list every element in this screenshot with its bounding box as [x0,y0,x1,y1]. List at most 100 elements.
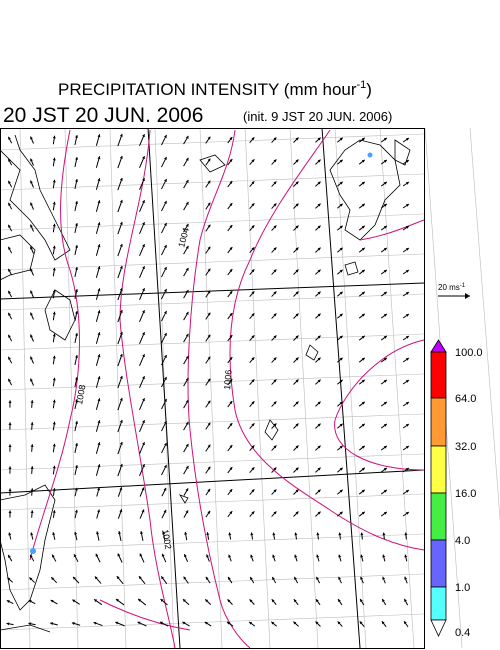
wind-arrow-head [316,554,320,558]
wind-arrow-head [315,621,319,625]
wind-arrow-head [251,247,255,251]
wind-arrow-head [405,402,409,405]
grid-line [0,293,425,311]
wind-arrow-head [207,334,211,338]
wind-arrow-head [405,490,409,493]
wind-arrow-head [294,554,298,558]
wind-arrow-head [251,181,255,185]
wind-arrow-head [251,401,255,405]
wind-arrow-head [163,376,167,380]
wind-arrow-head [8,554,11,558]
wind-arrow-head [383,203,387,207]
wind-arrow-head [163,464,167,468]
wind-arrow-head [229,181,233,185]
wind-arrow-head [206,554,209,558]
grid-line [0,573,425,591]
wind-legend-label: 20 ms-1 [438,283,466,292]
wind-arrow-head [30,312,33,316]
wind-arrow-head [30,422,34,425]
major-grid-line [0,469,425,494]
wind-arrow-head [383,159,387,163]
wind-arrow-head [251,357,255,361]
wind-arrow-head [94,599,98,603]
wind-arrow-head [293,599,297,603]
wind-arrow-head [229,467,233,471]
wind-arrow-head [163,398,167,402]
wind-arrow-head [272,576,275,580]
wind-arrow-head [361,511,365,515]
colorbar-cap [430,339,447,353]
wind-arrow-head [339,291,343,295]
wind-arrow-head [30,136,33,140]
wind-arrow-head [382,576,386,580]
wind-arrow-head [75,443,79,446]
wind-arrow-head [52,510,56,513]
wind-arrow-head [295,379,299,383]
wind-arrow-head [360,576,364,580]
wind-arrow-head [97,288,101,292]
wind-arrow-head [97,200,101,204]
wind-arrow-head [295,335,299,339]
wind-arrow-head [339,445,343,449]
wind-arrow-head [30,488,34,492]
wind-arrow-head [52,532,56,536]
wind-arrow-head [52,488,56,491]
wind-arrow-head [273,467,277,471]
wind-arrow-head [295,225,299,229]
wind-arrow-head [97,332,101,336]
wind-arrow-head [162,531,166,535]
wind-arrow-head [8,400,12,404]
wind-arrow-head [183,554,187,558]
wind-arrow-head [137,621,141,625]
wind-arrow-head [142,266,145,270]
wind-arrow-head [251,379,255,383]
wind-arrow-head [404,598,407,602]
wind-arrow-head [75,135,79,138]
wind-arrow-head [339,269,343,273]
wind-arrow-head [317,489,321,493]
wind-arrow-head [361,247,365,251]
wind-arrow-head [251,225,255,229]
wind-arrow-head [227,621,231,625]
wind-arrow-head [75,223,79,226]
wind-arrow-head [273,181,277,185]
wind-arrow-head [315,599,319,603]
colorbar-bin [430,445,447,494]
wind-arrow-head [185,157,189,161]
wind-arrow-head [30,202,33,206]
wind-arrow-head [383,269,387,273]
wind-arrow-head [339,401,343,405]
colorbar-label: 16.0 [455,488,476,500]
wind-arrow-head [185,245,189,249]
wind-arrow-head [119,221,123,225]
wind-arrow-head [30,510,34,514]
colorbar-bin [430,539,447,588]
wind-arrow-head [317,335,321,339]
wind-arrow-head [360,599,363,603]
wind-arrow-head [30,334,33,338]
wind-arrow-head [8,510,12,514]
wind-arrow-head [361,379,365,383]
wind-arrow-head [119,509,123,513]
wind-arrow-head [30,554,33,558]
wind-arrow-head [75,267,79,270]
wind-arrow-head [207,356,211,360]
wind-arrow-head [52,443,56,447]
wind-arrow-head [8,246,11,250]
wind-arrow-head [317,401,321,405]
wind-arrow-head [295,445,299,449]
wind-arrow-head [295,181,299,185]
wind-arrow-head [8,268,11,272]
grid-line [244,127,271,649]
wind-arrow-head [119,353,123,357]
wind-arrow-head [8,202,11,206]
init-time: (init. 9 JST 20 JUN. 2006) [243,109,392,124]
wind-arrow-head [294,532,298,536]
wind-arrow-head [405,380,409,383]
wind-arrow-head [273,247,277,251]
wind-arrow-head [317,291,321,295]
wind-arrow-head [97,509,101,513]
wind-arrow-head [8,466,12,470]
